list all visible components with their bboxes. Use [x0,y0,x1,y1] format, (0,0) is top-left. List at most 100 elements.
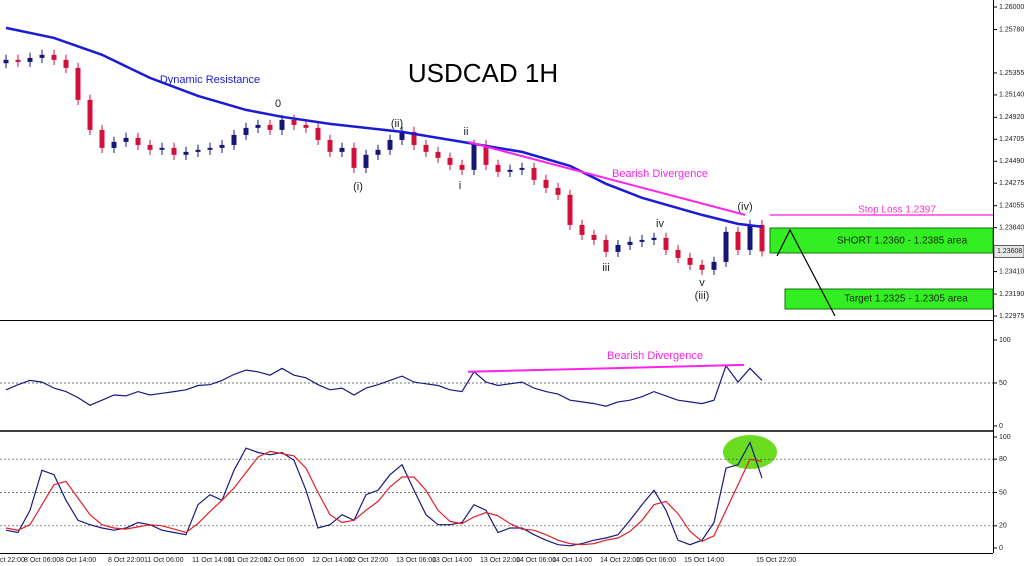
candle-body [39,54,45,58]
series-line [5,441,763,547]
wave-label: iii [602,262,609,274]
y-tick-label: 1.25780 [999,26,1024,33]
wave-label: 0 [275,98,281,110]
y-tick-label: 1.25140 [999,92,1024,99]
candle-body [63,59,69,68]
highlight-ellipse [723,435,777,469]
candle-body [759,224,765,252]
candle-body [111,141,117,148]
x-tick-label: 13 Oct 06:00 [396,557,436,564]
target-zone [784,288,994,310]
last-price-label: 1.23608 [997,248,1022,255]
x-tick-label: 13 Oct 14:00 [432,557,472,564]
y-tick-label: 1.24055 [999,203,1024,210]
candle-body [519,167,525,170]
candle-body [699,264,705,270]
y-tick-label: 0 [999,545,1003,552]
x-tick-label: 14 Oct 22:00 [600,557,640,564]
candle-body [471,144,477,170]
candle-body [579,224,585,235]
candle-body [615,244,621,252]
x-tick-label: 14 Oct 14:00 [552,557,592,564]
x-tick-label: ct 22:00 [0,557,25,564]
candle-body [123,137,129,142]
overlay-line [5,26,763,229]
annotation: Bearish Divergence [607,350,703,362]
candle-body [687,257,693,265]
x-tick-label: 8 Oct 14:00 [60,557,96,564]
short-zone-label: SHORT 1.2360 - 1.2385 area [837,236,968,247]
candle-body [87,99,93,130]
chart-title: USDCAD 1H [408,58,558,88]
candle-body [27,57,33,62]
annotation: Bearish Divergence [612,168,708,180]
x-tick-label: 12 Oct 14:00 [312,557,352,564]
candle-body [747,224,753,250]
candle-body [195,149,201,152]
y-tick-label: 1.24490 [999,158,1024,165]
wave-label: (i) [353,181,363,193]
candle-body [531,167,537,180]
candle-body [327,139,333,152]
candle-body [51,54,57,60]
candle-body [375,149,381,155]
x-tick-label: 15 Oct 22:00 [756,557,796,564]
candle-body [543,179,549,188]
candle-body [243,127,249,135]
candle-body [483,144,489,165]
candle-body [3,59,9,64]
projection-arrow [776,228,836,317]
candle-body [423,144,429,152]
candle-body [663,237,669,250]
candle-body [159,147,165,150]
candle-body [291,119,297,125]
y-tick-label: 0 [999,423,1003,430]
candle-body [183,151,189,155]
y-tick-label: 1.22975 [999,313,1024,320]
wave-label: i [459,180,461,192]
candle-body [339,147,345,152]
x-tick-label: 11 Oct 14:00 [192,557,232,564]
candle-body [723,231,729,262]
candle-body [675,249,681,258]
wave-label: iv [656,218,664,230]
candle-body [495,164,501,172]
y-tick-label: 50 [999,489,1007,496]
wave-label: (ii) [391,118,403,130]
candle-body [279,119,285,130]
candle-body [555,187,561,195]
candle-body [399,131,405,140]
y-tick-label: 1.23840 [999,225,1024,232]
x-tick-label: 15 Oct 06:00 [636,557,676,564]
x-tick-label: 14 Oct 06:00 [516,557,556,564]
candle-body [75,67,81,100]
series-line [5,450,763,546]
wave-label: (iv) [737,201,752,213]
candle-body [567,194,573,225]
candle-body [591,234,597,240]
candle-body [231,134,237,145]
y-tick-label: 1.24705 [999,136,1024,143]
candle-body [603,239,609,252]
candle-body [351,147,357,168]
wave-label: ii [464,126,469,138]
candle-body [711,261,717,270]
candle-body [135,137,141,145]
candle-body [447,157,453,165]
x-tick-label: 8 Oct 22:00 [108,557,144,564]
candle-body [207,147,213,150]
candle-body [363,154,369,168]
overlay-line [467,140,746,216]
candle-body [639,239,645,242]
x-tick-label: 11 Oct 22:00 [228,557,268,564]
last-price-box [993,245,1024,258]
y-tick-label: 100 [999,434,1011,441]
wave-label: v [699,277,705,289]
series-line [5,364,763,407]
y-tick-label: 1.26000 [999,4,1024,11]
y-tick-label: 20 [999,523,1007,530]
candle-body [387,139,393,150]
candle-body [303,124,309,128]
